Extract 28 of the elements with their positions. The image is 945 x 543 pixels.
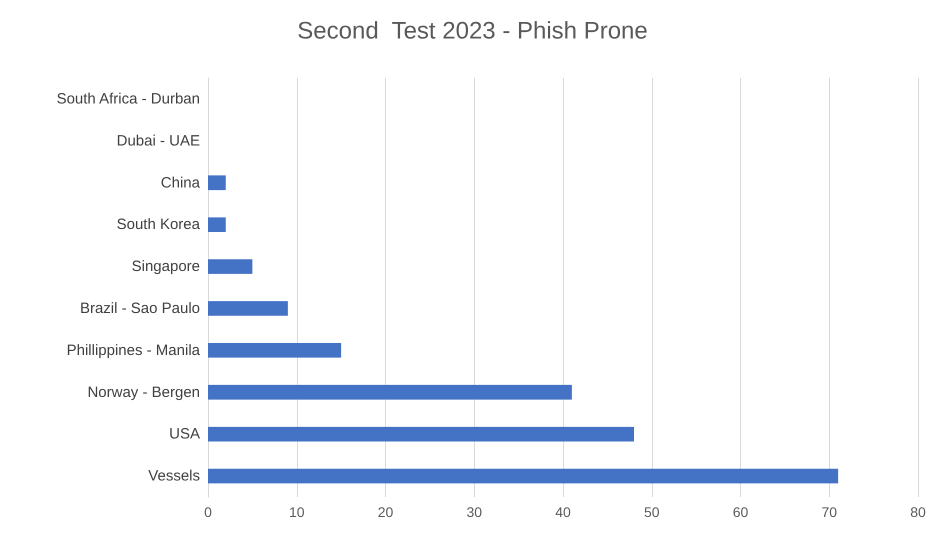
bar [208,259,252,274]
x-tick-label: 50 [644,504,660,520]
bar [208,343,342,358]
y-tick-label: Brazil - Sao Paulo [80,300,200,317]
x-tick-label: 60 [732,504,748,520]
y-tick-label: Phillippines - Manila [66,342,201,359]
x-tick-label: 30 [466,504,482,520]
y-tick-label: Vessels [148,468,200,485]
x-tick-label: 0 [204,504,212,520]
bar [208,301,288,316]
x-tick-label: 10 [288,504,305,520]
bar [208,175,226,190]
x-tick-label: 20 [378,504,394,520]
y-tick-label: China [160,174,201,192]
y-tick-label: South Korea [116,216,201,234]
x-tick-label: 80 [910,504,926,520]
bar [208,217,226,232]
y-tick-label: Singapore [132,258,200,276]
y-tick-label: Dubai - UAE [116,132,200,150]
bar [208,426,634,442]
x-tick-label: 40 [555,504,571,520]
y-tick-label: Norway - Bergen [87,384,200,401]
bar [208,468,838,484]
x-tick-label: 70 [821,504,838,520]
bar [208,384,572,400]
chart-title: Second Test 2023 - Phish Prone [297,18,648,44]
y-tick-label: USA [169,426,200,443]
y-tick-label: South Africa - Durban [56,90,200,108]
